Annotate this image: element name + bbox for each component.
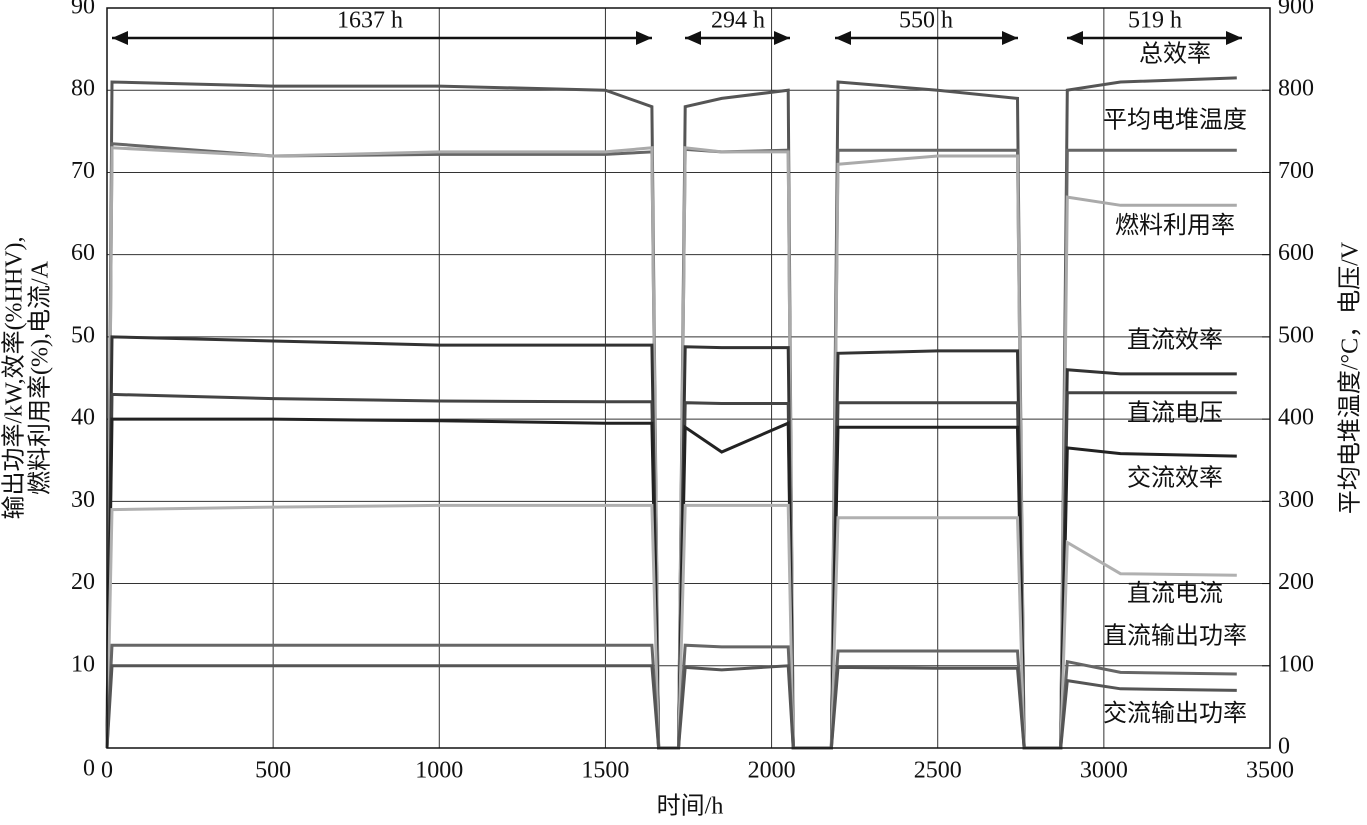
x-tick-label: 3000	[1080, 758, 1128, 784]
annotation: 294 h	[711, 8, 765, 34]
series-label: 直流效率	[1127, 326, 1223, 353]
annotation: 550 h	[899, 8, 953, 34]
y2-axis-label: 平均电堆温度/°C，电压/V	[1337, 241, 1364, 514]
x-tick-label: 0	[101, 758, 113, 784]
y-axis-label: 燃料利用率(%),电流/A	[27, 260, 54, 495]
y-tick-label: 90	[71, 0, 95, 20]
duration-arrows	[112, 31, 1242, 45]
y-tick-label: 0	[83, 756, 95, 782]
y2-tick-label: 900	[1278, 0, 1314, 20]
series-line	[105, 503, 1237, 750]
lines	[105, 76, 1237, 750]
series-label: 直流输出功率	[1103, 623, 1247, 650]
series-label: 燃料利用率	[1115, 212, 1235, 239]
y-tick-label: 70	[71, 158, 95, 184]
series-label: 直流电压	[1127, 399, 1223, 426]
y2-tick-label: 700	[1278, 158, 1314, 184]
grid	[106, 7, 1271, 749]
x-axis-label: 时间/h	[657, 793, 724, 820]
y-tick-label: 10	[71, 651, 95, 677]
annotation: 519 h	[1128, 8, 1182, 34]
y2-tick-label: 200	[1278, 569, 1314, 595]
annotation: 1637 h	[337, 8, 403, 34]
y-tick-label: 80	[71, 76, 95, 102]
series-label: 直流电流	[1127, 580, 1223, 607]
y2-tick-label: 400	[1278, 405, 1314, 431]
series-label: 交流效率	[1127, 465, 1223, 492]
y2-tick-label: 500	[1278, 322, 1314, 348]
x-tick-label: 2500	[914, 758, 962, 784]
series-label: 交流输出功率	[1103, 700, 1247, 727]
y-tick-label: 30	[71, 487, 95, 513]
series-label: 总效率	[1139, 40, 1211, 67]
y-tick-label: 60	[71, 240, 95, 266]
y-tick-label: 20	[71, 569, 95, 595]
y2-tick-label: 800	[1278, 76, 1314, 102]
x-tick-label: 2000	[748, 758, 796, 784]
series-line	[105, 643, 1237, 750]
x-tick-label: 3500	[1246, 758, 1294, 784]
x-tick-label: 500	[255, 758, 291, 784]
y2-tick-label: 100	[1278, 651, 1314, 677]
y2-tick-label: 0	[1278, 734, 1290, 760]
y2-tick-label: 300	[1278, 487, 1314, 513]
plot-frame	[106, 7, 1271, 749]
y-tick-label: 40	[71, 405, 95, 431]
x-tick-label: 1500	[581, 758, 629, 784]
y2-tick-label: 600	[1278, 240, 1314, 266]
y-axis-label: 输出功率/kW,效率(%HHV),	[1, 236, 28, 519]
series-label: 平均电堆温度	[1103, 107, 1247, 134]
y-tick-label: 50	[71, 322, 95, 348]
x-tick-label: 1000	[415, 758, 463, 784]
